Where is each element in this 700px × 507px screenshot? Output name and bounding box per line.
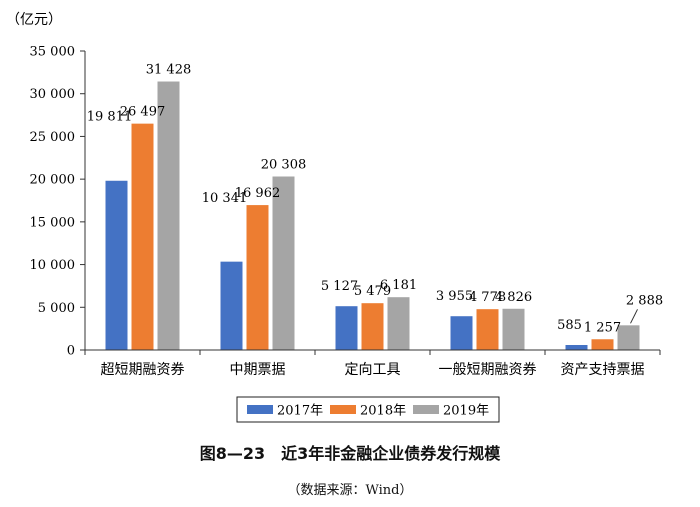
bar xyxy=(272,176,295,350)
bar xyxy=(565,345,588,350)
y-tick-label: 5 000 xyxy=(38,301,75,316)
legend-label: 2019年 xyxy=(443,404,489,419)
x-axis: 超短期融资券 中期票据 定向工具 一般短期融资券 资产支持票据 xyxy=(84,349,661,378)
data-label: 2 888 xyxy=(626,293,663,308)
data-label: 585 xyxy=(557,318,582,333)
data-label: 4 778 xyxy=(469,290,506,305)
bar xyxy=(617,325,640,350)
legend-swatch xyxy=(330,405,356,414)
bar xyxy=(591,339,614,350)
data-label: 26 497 xyxy=(120,105,166,120)
y-axis: 0 5 000 10 000 15 000 20 000 25 000 30 000 35 0… xyxy=(30,45,86,359)
x-tick-label: 超短期融资券 xyxy=(101,362,185,378)
x-tick-label: 中期票据 xyxy=(230,362,286,378)
data-label: 19 811 xyxy=(87,110,133,125)
x-tick-label: 资产支持票据 xyxy=(561,362,645,378)
y-unit-label: （亿元） xyxy=(6,12,62,28)
bar xyxy=(361,303,384,350)
legend-box xyxy=(236,396,500,423)
bar xyxy=(246,205,269,350)
bars xyxy=(105,81,640,351)
y-tick-label: 35 000 xyxy=(30,45,76,60)
chart-source: （数据来源：Wind） xyxy=(287,483,413,498)
data-label: 4 826 xyxy=(495,290,532,305)
bar xyxy=(387,297,410,350)
data-label: 20 308 xyxy=(261,158,307,173)
y-tick-label: 30 000 xyxy=(30,87,76,102)
bar xyxy=(131,123,154,350)
legend-label: 2018年 xyxy=(360,404,406,419)
legend-label: 2017年 xyxy=(277,404,323,419)
data-label: 1 257 xyxy=(584,320,621,335)
bar xyxy=(450,316,473,350)
data-label: 16 962 xyxy=(235,186,281,201)
data-label: 6 181 xyxy=(380,278,417,293)
y-tick-label: 20 000 xyxy=(30,173,76,188)
data-label: 5 479 xyxy=(354,284,391,299)
legend-swatch xyxy=(247,405,273,414)
bar xyxy=(220,261,243,350)
x-tick-label: 一般短期融资券 xyxy=(439,362,537,378)
data-label: 5 127 xyxy=(321,279,358,294)
y-tick-label: 0 xyxy=(67,344,75,359)
data-label: 3 955 xyxy=(436,289,473,304)
data-label: 31 428 xyxy=(146,63,192,78)
bar xyxy=(157,81,180,351)
bar xyxy=(476,309,499,350)
y-tick-label: 25 000 xyxy=(30,130,76,145)
y-tick-label: 10 000 xyxy=(30,258,76,273)
bar xyxy=(502,308,525,350)
data-label-leader xyxy=(630,309,638,324)
x-tick-label: 定向工具 xyxy=(345,362,401,378)
bar xyxy=(105,180,128,350)
legend: 2017年 2018年 2019年 xyxy=(236,396,500,423)
y-tick-label: 15 000 xyxy=(30,215,76,230)
chart-title: 图8—23 近3年非金融企业债券发行规模 xyxy=(199,444,501,463)
data-label: 10 341 xyxy=(202,191,248,206)
legend-swatch xyxy=(413,405,439,414)
bar xyxy=(335,306,358,350)
